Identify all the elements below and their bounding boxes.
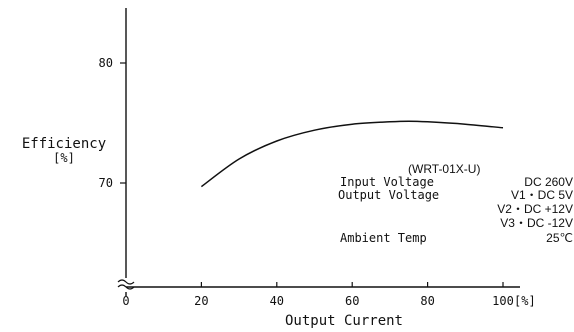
x-axis-title: Output Current [285, 313, 403, 329]
annotation-value-v2: V2・DC +12V [497, 202, 573, 216]
x-unit-label: [%] [514, 294, 536, 308]
x-tick-label: 20 [194, 294, 208, 308]
annotation-value-v3: V3・DC -12V [500, 216, 573, 230]
x-tick-label: 60 [345, 294, 359, 308]
efficiency-curve [200, 120, 504, 188]
x-tick-label: 40 [270, 294, 284, 308]
annotation-label-ambient-temp: Ambient Temp [340, 231, 427, 245]
x-tick-label: 0 [122, 294, 129, 308]
y-unit-label: [%] [53, 151, 75, 165]
x-tick-label: 80 [420, 294, 434, 308]
y-tick-label: 70 [99, 176, 113, 190]
x-tick-label: 100 [492, 294, 514, 308]
annotation-label-output-voltage: Output Voltage [338, 188, 439, 202]
model-label: (WRT-01X-U) [408, 162, 480, 176]
axis-break-mark [117, 279, 135, 290]
annotation-value-ambient-temp: 25℃ [546, 231, 573, 245]
y-tick-label: 80 [99, 56, 113, 70]
annotation-value-input-voltage: DC 260V [524, 175, 573, 189]
annotation-value-v1: V1・DC 5V [511, 188, 573, 202]
annotation-label-input-voltage: Input Voltage [340, 175, 434, 189]
y-axis-title: Efficiency [22, 136, 106, 152]
